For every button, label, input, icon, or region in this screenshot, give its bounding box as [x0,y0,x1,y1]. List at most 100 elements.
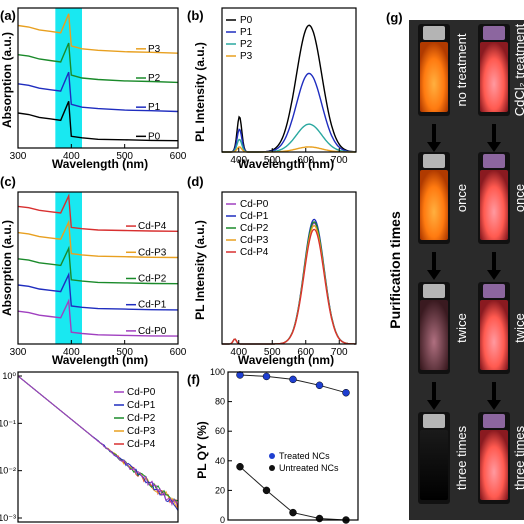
f-ytick-label: 40 [215,456,225,466]
d-legend-label: Cd-P4 [240,247,269,258]
vial-right-cap [483,154,505,168]
panel-label-a: (a) [0,8,16,23]
e-ytick-label: 10⁻¹ [0,418,16,428]
vial-right-cap [483,414,505,428]
f-legend-marker [269,453,275,459]
c-xtick-label: 500 [116,347,133,358]
vial-right-label: twice [512,313,524,343]
e-legend-label: Cd-P2 [127,413,156,424]
vial-left-label: twice [454,313,469,343]
down-arrow-head [427,142,441,152]
down-arrow-head [427,400,441,410]
c-series-line [17,193,179,232]
c-highlight-band [55,192,82,344]
e-ytick-label: 10⁻³ [0,513,16,523]
f-data-point [315,381,324,390]
f-ytick-label: 0 [220,515,225,524]
b-xtick-label: 700 [331,155,348,166]
a-legend-label: P1 [148,102,161,113]
vial-left-liquid [420,430,448,500]
f-data-point [262,372,271,381]
d-xtick-label: 700 [331,347,348,358]
vial-right-label: three times [512,425,524,490]
b-xlabel: Wavelength (nm) [238,157,334,171]
b-ylabel: PL Intensity (a.u.) [193,42,207,142]
vial-left-label: no treatment [454,33,469,106]
f-data-point [236,462,244,471]
vial-left-cap [423,26,445,40]
a-xtick-label: 400 [63,151,80,162]
vial-right-cap [483,26,505,40]
f-data-point [289,508,297,517]
b-frame [221,7,357,153]
c-xtick-label: 600 [170,347,187,358]
vial-right-label: CdCl₂ treatment [512,23,524,116]
a-legend-label: P0 [148,131,161,142]
f-ytick-label: 20 [215,485,225,495]
c-xtick-label: 300 [10,347,27,358]
e-legend-label: Cd-P0 [127,387,156,398]
f-data-point [342,388,350,397]
f-data-point [315,514,324,523]
c-series-line [17,271,179,311]
e-legend-label: Cd-P4 [127,439,156,450]
a-xtick-label: 500 [116,151,133,162]
vial-grid: no treatment CdCl₂ treatment once once twice… [418,23,524,504]
a-series-line [17,71,179,113]
b-xtick-label: 500 [264,155,281,166]
e-legend-label: Cd-P1 [127,400,156,411]
c-series-line [17,245,179,285]
vial-left-cap [423,154,445,168]
down-arrow-head [487,270,501,280]
vial-left-liquid [420,42,448,112]
down-arrow-head [487,142,501,152]
vial-left-liquid [420,170,448,240]
c-frame [17,191,179,345]
a-xlabel: Wavelength (nm) [52,157,148,171]
panel-label-f: (f) [187,372,200,387]
f-ytick-label: 60 [215,426,225,436]
c-xtick-label: 400 [63,347,80,358]
e-frame [17,371,179,523]
d-legend-label: Cd-P3 [240,235,269,246]
vial-left-liquid [420,300,448,370]
a-xtick-label: 600 [170,151,187,162]
c-legend-label: Cd-P2 [138,273,167,284]
c-ylabel: Absorption (a.u.) [0,220,14,316]
b-xtick-label: 400 [230,155,247,166]
c-legend-label: Cd-P3 [138,247,167,258]
f-data-point [289,375,297,384]
vial-right-liquid [480,42,508,112]
panel-label-d: (d) [187,174,204,189]
b-xtick-label: 600 [297,155,314,166]
vial-left-cap [423,414,445,428]
down-arrow-head [427,270,441,280]
vial-right-liquid [480,300,508,370]
panel-label-c: (c) [0,174,16,189]
f-legend-label: Untreated NCs [279,463,339,473]
d-legend-label: Cd-P0 [240,199,269,210]
f-data-point [262,486,271,495]
d-xlabel: Wavelength (nm) [238,353,334,367]
c-xlabel: Wavelength (nm) [52,353,148,367]
f-frame [227,371,359,521]
f-legend-marker [269,465,275,471]
vial-right-label: once [512,184,524,212]
d-xtick-label: 600 [297,347,314,358]
a-legend-label: P2 [148,73,161,84]
d-xtick-label: 500 [264,347,281,358]
vial-left-label: once [454,184,469,212]
down-arrow-head [487,400,501,410]
e-ytick-label: 10⁰ [2,371,16,381]
d-legend-label: Cd-P1 [240,211,269,222]
a-xtick-label: 300 [10,151,27,162]
c-series-line [17,298,179,337]
c-legend-label: Cd-P0 [138,326,167,337]
f-ytick-label: 100 [210,367,225,377]
b-legend-label: P1 [240,27,253,38]
a-frame [17,7,179,149]
vial-left-label: three times [454,425,469,490]
b-legend-label: P3 [240,51,253,62]
